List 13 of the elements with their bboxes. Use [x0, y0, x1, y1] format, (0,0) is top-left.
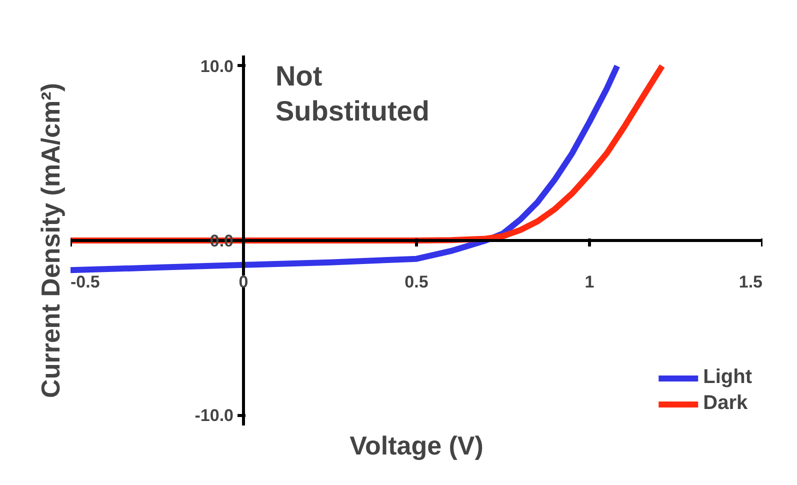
x-tick-label: 1 — [584, 272, 594, 292]
x-tick-label: 0 — [238, 272, 248, 292]
legend-label: Dark — [703, 392, 748, 415]
x-axis-title: Voltage (V) — [350, 430, 484, 460]
y-tick-label: 0.0 — [210, 232, 234, 250]
x-tick-label: -0.5 — [70, 272, 100, 292]
text: Not Substituted — [276, 60, 430, 126]
y-tick-label: -10.0 — [194, 406, 234, 426]
y-axis-title: Current Density (mA/cm²) — [36, 83, 66, 398]
x-tick-label: 0.5 — [404, 272, 428, 292]
y-tick-label: 10.0 — [200, 56, 234, 76]
x-tick-label: 1.5 — [738, 272, 763, 292]
legend-label: Light — [703, 366, 752, 389]
